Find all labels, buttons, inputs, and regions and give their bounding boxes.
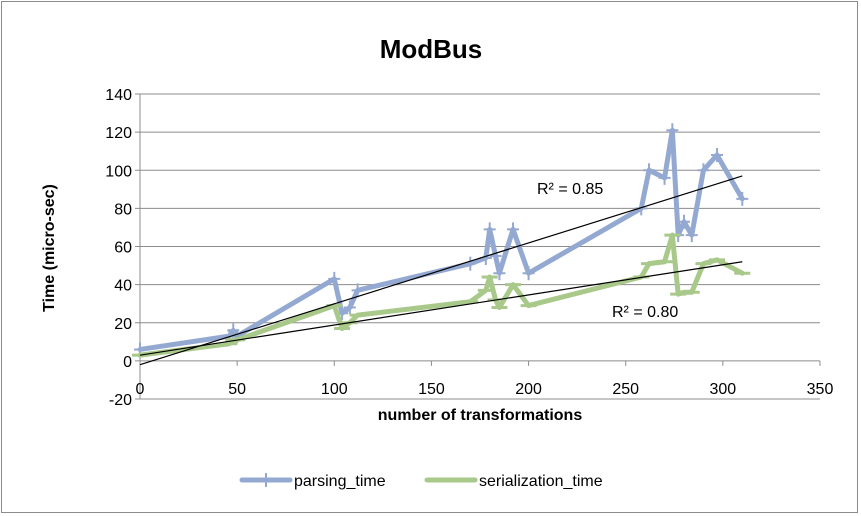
data-point — [643, 163, 656, 178]
trendline — [139, 261, 743, 356]
data-point — [736, 191, 749, 206]
data-point — [507, 222, 520, 237]
data-point — [489, 249, 502, 264]
data-point — [328, 271, 341, 286]
series-serialization-time — [132, 232, 751, 358]
data-point — [658, 170, 671, 185]
data-point — [666, 123, 679, 138]
trendline-layer: R² = 0.85 R² = 0.80 — [139, 175, 743, 366]
x-axis-title: number of transformations — [378, 407, 583, 424]
data-point — [493, 266, 506, 281]
y-axis-title: Time (micro-sec) — [41, 184, 58, 312]
series-layer — [132, 123, 751, 358]
legend-item-serialization-time: serialization_time — [424, 473, 603, 490]
r-squared-label: R² = 0.80 — [612, 304, 678, 321]
series-parsing-time — [134, 123, 749, 357]
legend-item-parsing-time: parsing_time — [239, 473, 386, 490]
trendline — [139, 175, 743, 366]
x-tick-label: 150 — [418, 381, 445, 398]
data-point — [711, 148, 724, 162]
grid-lines — [140, 93, 820, 400]
x-tick-label: 350 — [807, 381, 834, 398]
y-tick-label: 140 — [105, 87, 132, 104]
data-point — [678, 214, 690, 229]
x-tick-label: 100 — [321, 381, 348, 398]
data-point — [522, 266, 535, 281]
x-tick-label: 50 — [228, 381, 246, 398]
data-point — [343, 300, 356, 315]
x-tick-label: 300 — [710, 381, 737, 398]
y-tick-label: 100 — [105, 163, 132, 180]
y-tick-label: 40 — [114, 278, 132, 295]
x-tick-label: 200 — [515, 381, 542, 398]
data-point — [464, 256, 477, 271]
y-tick-label: 20 — [114, 316, 132, 333]
chart-title: ModBus — [380, 34, 483, 64]
legend-label: parsing_time — [294, 473, 386, 490]
x-tick-label: 250 — [612, 381, 639, 398]
x-axis-ticks: 0 50 100 150 200 250 300 350 — [136, 360, 834, 398]
data-point — [685, 228, 698, 243]
y-tick-label: 60 — [114, 240, 132, 257]
legend: parsing_time serialization_time — [239, 473, 603, 490]
y-tick-label: 80 — [114, 201, 132, 218]
y-tick-label: 120 — [105, 125, 132, 142]
data-point — [697, 163, 710, 178]
r-squared-label: R² = 0.85 — [537, 181, 603, 198]
data-point — [483, 222, 496, 237]
data-point — [351, 283, 364, 298]
legend-marker — [260, 473, 272, 487]
x-tick-label: 0 — [136, 381, 145, 398]
y-axis-ticks: -20 0 20 40 60 80 100 120 140 — [105, 87, 140, 409]
y-tick-label: -20 — [109, 392, 132, 409]
legend-label: serialization_time — [479, 473, 603, 490]
y-tick-label: 0 — [123, 354, 132, 371]
